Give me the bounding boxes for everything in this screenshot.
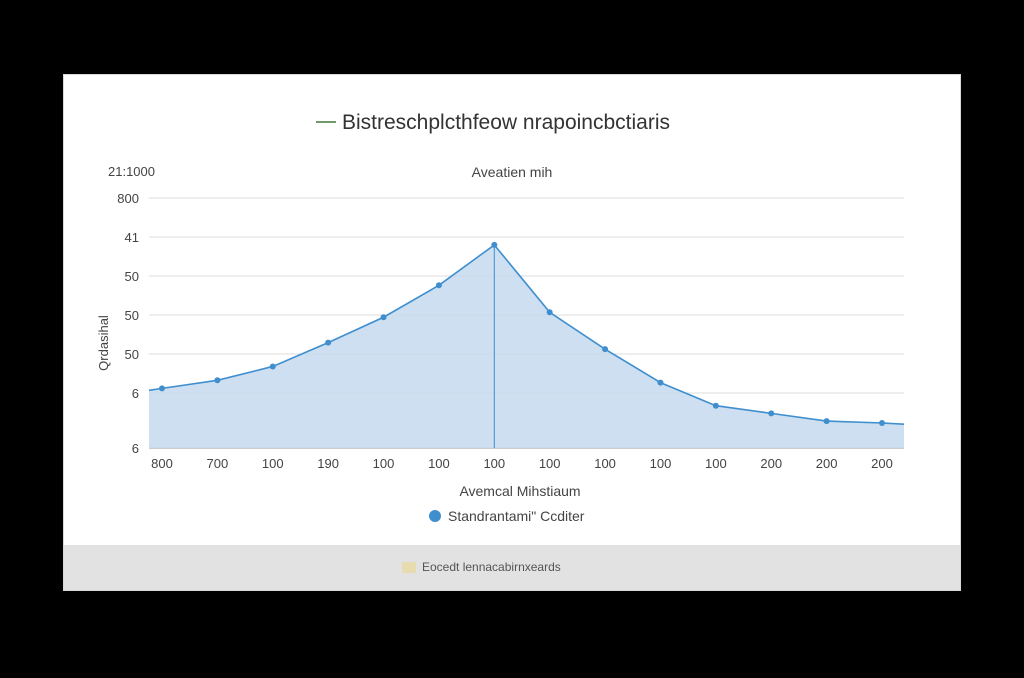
y-tick-label: 50 — [125, 347, 139, 362]
y-tick-label: 6 — [132, 386, 139, 401]
data-point — [159, 385, 165, 391]
y-tick-label: 800 — [117, 191, 139, 206]
series-legend-dot — [429, 510, 441, 522]
x-tick-label: 200 — [760, 456, 782, 471]
x-tick-label: 100 — [483, 456, 505, 471]
area-fill-layer — [149, 245, 904, 448]
data-point — [768, 410, 774, 416]
x-axis-label: Avemcal Mihstiaum — [459, 483, 580, 499]
x-tick-labels: 800 700 100 190 100 100 100 100 100 100 100 200 200 2… — [151, 456, 893, 471]
y-tick-label: 6 — [132, 441, 139, 456]
data-point — [214, 377, 220, 383]
x-tick-label: 100 — [428, 456, 450, 471]
series-legend-label: Standrantami" Ccditer — [448, 508, 585, 524]
y-tick-label: 50 — [125, 308, 139, 323]
chart-panel: 800 41 50 50 50 6 6 800 700 100 190 100 100 100 100 10… — [63, 74, 961, 591]
y-axis-label: Qrdasihal — [96, 315, 111, 371]
x-tick-label: 100 — [539, 456, 561, 471]
data-point — [325, 340, 331, 346]
y-tick-label: 41 — [125, 230, 139, 245]
y-tick-labels: 800 41 50 50 50 6 6 — [117, 191, 139, 456]
data-point — [547, 309, 553, 315]
area-chart: 800 41 50 50 50 6 6 800 700 100 190 100 100 100 100 10… — [64, 75, 961, 545]
data-point — [602, 346, 608, 352]
footer-legend: Eocedt lennacabirnxeards — [402, 560, 561, 574]
y-tick-label: 50 — [125, 269, 139, 284]
data-point — [879, 420, 885, 426]
x-tick-label: 100 — [594, 456, 616, 471]
x-tick-label: 800 — [151, 456, 173, 471]
x-tick-label: 100 — [373, 456, 395, 471]
x-tick-label: 700 — [207, 456, 229, 471]
footer-legend-label: Eocedt lennacabirnxeards — [422, 560, 561, 574]
data-point — [436, 282, 442, 288]
data-point — [270, 363, 276, 369]
data-point — [824, 418, 830, 424]
x-tick-label: 100 — [650, 456, 672, 471]
data-point — [657, 380, 663, 386]
footer-legend-swatch — [402, 562, 416, 573]
x-tick-label: 200 — [871, 456, 893, 471]
top-left-label: 21:1000 — [108, 164, 155, 179]
footer-strip: Eocedt lennacabirnxeards — [64, 545, 960, 591]
x-tick-label: 200 — [816, 456, 838, 471]
data-point — [491, 242, 497, 248]
area-fill — [149, 245, 904, 448]
x-tick-label: 100 — [705, 456, 727, 471]
x-tick-label: 190 — [317, 456, 339, 471]
x-tick-label: 100 — [262, 456, 284, 471]
chart-subtitle: Aveatien mih — [472, 164, 553, 180]
data-point — [713, 403, 719, 409]
chart-title: Bistreschplcthfeow nrapoincbctiaris — [342, 111, 670, 134]
data-point — [381, 314, 387, 320]
